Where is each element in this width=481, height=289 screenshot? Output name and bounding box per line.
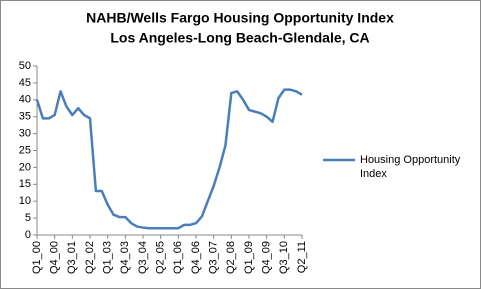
y-tick-label: 40 (19, 94, 31, 106)
x-tick-label: Q2_02 (84, 241, 96, 274)
x-tick-label: Q3_01 (66, 241, 78, 274)
x-tick-label: Q3_10 (278, 241, 290, 274)
y-tick-label: 25 (19, 144, 31, 156)
chart-title: NAHB/Wells Fargo Housing Opportunity Ind… (86, 10, 394, 26)
x-tick-label: Q4_06 (190, 241, 202, 274)
y-tick-label: 15 (19, 178, 31, 190)
y-tick-label: 5 (25, 212, 31, 224)
y-tick-label: 30 (19, 128, 31, 140)
series-line (35, 88, 303, 230)
x-tick-label: Q4_03 (119, 241, 131, 274)
legend-label: Housing Opportunity Index (360, 154, 461, 180)
x-tick-label: Q3_07 (208, 241, 220, 274)
x-tick-label: Q2_05 (155, 241, 167, 274)
x-tick-label: Q4_09 (261, 241, 273, 274)
x-tick-label: Q2_11 (296, 241, 308, 273)
x-tick-label: Q4_00 (49, 241, 61, 274)
y-tick-label: 10 (19, 195, 31, 207)
x-tick-label: Q1_06 (172, 241, 184, 274)
y-tick-label: 45 (19, 77, 31, 89)
chart-subtitle: Los Angeles-Long Beach-Glendale, CA (110, 30, 369, 46)
x-tick-label: Q2_08 (225, 241, 237, 274)
y-tick-label: 20 (19, 161, 31, 173)
x-tick-label: Q1_00 (31, 241, 43, 274)
x-tick-label: Q3_04 (137, 241, 149, 274)
y-tick-label: 35 (19, 111, 31, 123)
x-tick-label: Q1_03 (102, 241, 114, 274)
y-tick-label: 0 (25, 229, 31, 241)
x-tick-label: Q1_09 (243, 241, 255, 274)
y-tick-label: 50 (19, 60, 31, 72)
